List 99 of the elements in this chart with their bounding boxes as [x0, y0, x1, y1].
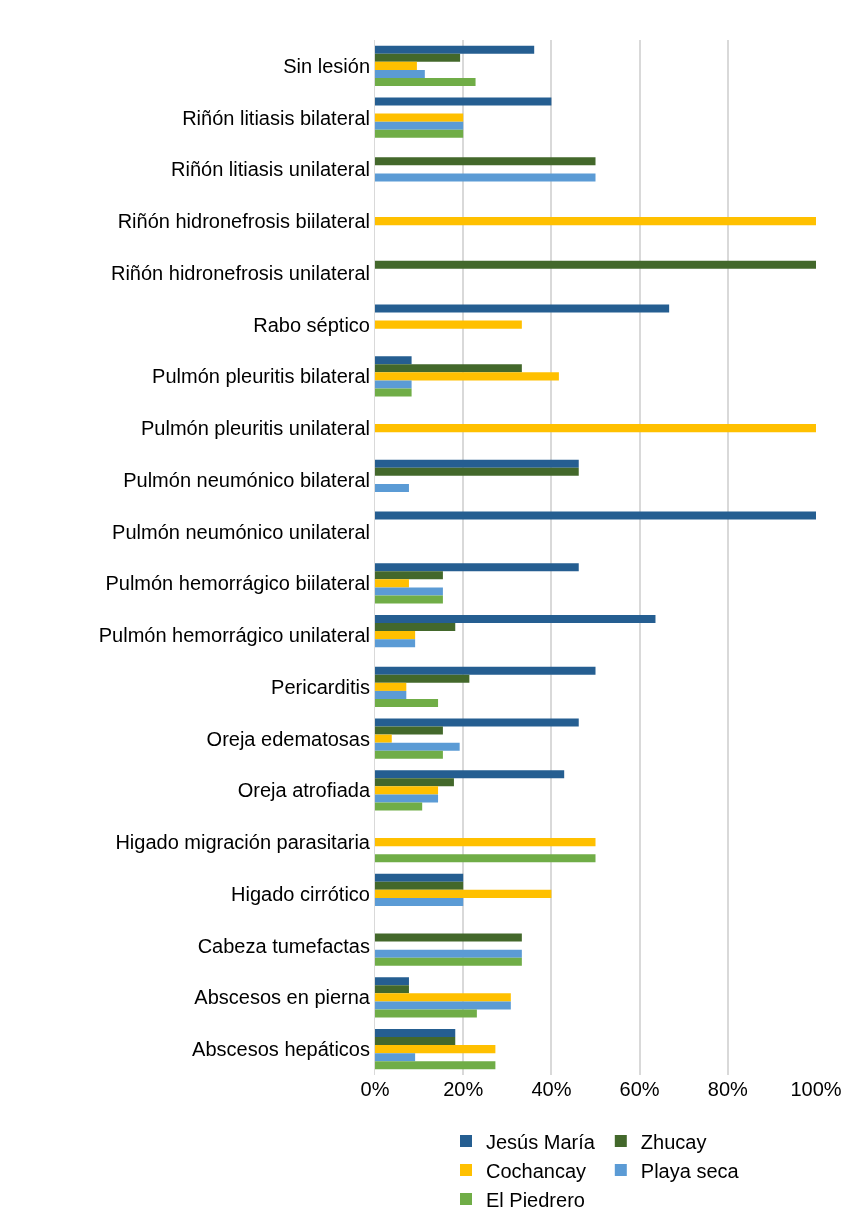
bar — [375, 726, 443, 735]
y-tick-label: Pulmón hemorrágico unilateral — [98, 624, 370, 647]
y-tick-label: Oreja atrofiada — [237, 779, 371, 802]
bar — [375, 778, 454, 787]
bar — [375, 639, 416, 648]
bar — [375, 53, 461, 62]
bar — [375, 467, 579, 476]
bar — [375, 933, 522, 942]
bar — [375, 1061, 496, 1070]
bar — [375, 45, 535, 54]
y-tick-label: Pulmón hemorrágico biilateral — [105, 572, 370, 595]
bar — [375, 690, 407, 699]
legend-label: Playa seca — [640, 1159, 740, 1182]
bar — [375, 571, 443, 580]
bar — [375, 881, 464, 890]
bar — [375, 356, 412, 365]
bar — [375, 614, 656, 624]
bar — [375, 1045, 496, 1054]
y-tick-label: Pulmón pleuritis unilateral — [140, 417, 370, 440]
bar — [375, 424, 816, 433]
bar — [375, 949, 522, 958]
bar — [375, 579, 409, 588]
bar — [375, 157, 596, 166]
y-tick-label: Higado cirrótico — [231, 882, 370, 905]
y-tick-label: Pulmón neumónico bilateral — [123, 468, 370, 491]
y-tick-label: Abscesos en pierna — [194, 986, 371, 1009]
legend-label: Zhucay — [640, 1130, 707, 1153]
bar — [375, 889, 552, 898]
legend-label: El Piedrero — [486, 1188, 585, 1211]
bar — [375, 69, 425, 78]
bar — [375, 173, 596, 182]
bar — [375, 97, 552, 106]
x-tick-label: 80% — [707, 1078, 749, 1100]
bar — [375, 217, 816, 226]
bar — [375, 483, 409, 492]
bar — [375, 666, 596, 675]
bar — [375, 838, 596, 847]
bar — [375, 304, 670, 313]
bar — [375, 1009, 477, 1018]
bar — [375, 794, 439, 803]
bar — [375, 587, 443, 596]
legend-label: Jesús María — [486, 1130, 596, 1153]
bar — [375, 802, 423, 811]
y-tick-label: Pulmón neumónico unilateral — [112, 520, 370, 543]
y-tick-label: Higado migración parasitaria — [115, 831, 371, 854]
bar — [375, 854, 596, 863]
bar — [375, 388, 412, 397]
bar — [375, 595, 443, 604]
bar — [375, 897, 464, 906]
bar — [375, 631, 416, 640]
bar — [375, 698, 439, 708]
bar — [375, 993, 511, 1002]
x-tick-label: 100% — [790, 1078, 842, 1100]
bar — [375, 985, 409, 994]
bar — [375, 364, 522, 373]
bar — [375, 750, 443, 759]
bar — [375, 1037, 456, 1046]
bar — [375, 1028, 456, 1038]
bar — [375, 260, 816, 269]
y-tick-label: Oreja edematosas — [206, 727, 370, 750]
bar — [375, 563, 579, 572]
bar — [375, 977, 409, 986]
y-tick-label: Sin lesión — [283, 54, 370, 77]
bar — [375, 682, 407, 691]
bar — [375, 734, 392, 743]
legend-label: Cochancay — [486, 1159, 587, 1182]
bar — [375, 770, 565, 779]
bar — [375, 674, 470, 683]
bar — [375, 1001, 511, 1010]
bar — [375, 129, 464, 138]
y-tick-label: Pericarditis — [271, 675, 370, 698]
y-tick-label: Abscesos hepáticos — [192, 1038, 370, 1061]
bar — [375, 372, 559, 381]
bar — [375, 511, 816, 520]
x-tick-label: 40% — [531, 1078, 572, 1100]
bar — [375, 718, 579, 727]
y-tick-label: Cabeza tumefactas — [197, 934, 370, 957]
bar — [375, 1053, 416, 1062]
y-tick-label: Riñón litiasis bilateral — [182, 106, 370, 129]
y-tick-label: Rabo séptico — [253, 313, 370, 336]
x-tick-label: 0% — [360, 1078, 390, 1100]
x-tick-label: 20% — [443, 1078, 484, 1100]
y-tick-label: Riñón hidronefrosis biilateral — [117, 210, 370, 233]
bar — [375, 957, 522, 966]
bar — [375, 320, 522, 329]
bar — [375, 786, 439, 795]
x-tick-label: 60% — [619, 1078, 660, 1100]
bar — [375, 61, 417, 70]
bar — [375, 380, 412, 389]
bar — [375, 77, 476, 87]
bar — [375, 623, 456, 632]
bar — [375, 459, 579, 468]
bar — [375, 873, 464, 882]
bar — [375, 113, 464, 122]
bar — [375, 121, 464, 130]
y-tick-label: Riñón litiasis unilateral — [171, 158, 370, 181]
bar — [375, 742, 460, 751]
y-tick-label: Pulmón pleuritis bilateral — [152, 365, 370, 388]
y-tick-label: Riñón hidronefrosis unilateral — [110, 261, 370, 284]
